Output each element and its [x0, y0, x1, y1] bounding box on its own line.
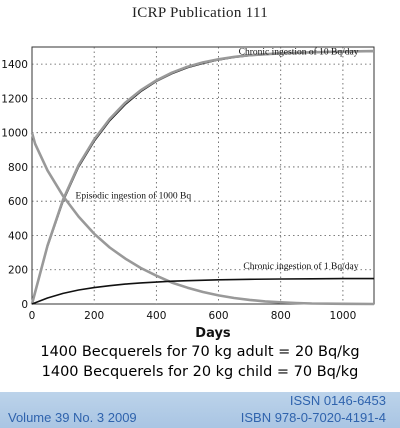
x-tick-label: 0	[29, 310, 36, 322]
series-line-3	[31, 277, 374, 305]
y-tick-label: 600	[8, 196, 28, 208]
isbn-label: ISBN 978-0-7020-4191-4	[240, 410, 386, 425]
publication-header: ICRP Publication 111	[131, 5, 268, 21]
radioactivity-chart: 0 200 400 600 800 1000 1200 1400 0 200 400 600 800 10…	[1, 46, 375, 341]
annotation-label: Episodic ingestion of 1000 Bq	[76, 191, 192, 202]
annotation-label: Chronic ingestion of 1 Bq/day	[243, 261, 358, 272]
volume-label: Volume 39 No. 3 2009	[8, 410, 137, 425]
caption-adult: 1400 Becquerels for 70 kg adult = 20 Bq/…	[40, 344, 360, 360]
y-tick-label: 800	[8, 162, 28, 174]
x-tick-label: 400	[146, 310, 166, 322]
y-tick-label: 1000	[1, 128, 28, 140]
x-tick-label: 1000	[330, 310, 357, 322]
x-axis-label: Days	[195, 326, 231, 341]
y-tick-label: 200	[8, 265, 28, 277]
issn-label: ISSN 0146-6453	[289, 393, 386, 408]
y-tick-label: 1400	[1, 59, 28, 71]
series-line-2	[30, 132, 375, 306]
y-tick-label: 1200	[1, 93, 28, 105]
annotation-label: Chronic ingestion of 10 Bq/day	[239, 47, 359, 58]
y-tick-label: 0	[21, 299, 28, 311]
caption-child: 1400 Becquerels for 20 kg child = 70 Bq/…	[41, 364, 359, 380]
x-tick-label: 800	[271, 310, 291, 322]
y-tick-label: 400	[8, 230, 28, 242]
x-tick-label: 200	[84, 310, 104, 322]
series-line-1	[30, 49, 375, 305]
x-tick-label: 600	[209, 310, 229, 322]
footer-bar: ISSN 0146-6453 Volume 39 No. 3 2009 ISBN…	[0, 392, 400, 428]
plot-frame	[31, 46, 375, 305]
